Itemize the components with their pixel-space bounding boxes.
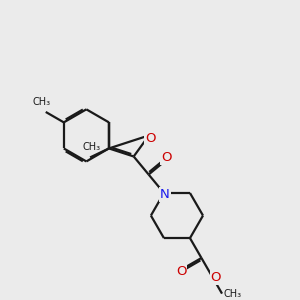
Text: O: O [176, 265, 186, 278]
Text: O: O [211, 271, 221, 284]
Text: CH₃: CH₃ [224, 289, 242, 298]
Text: N: N [160, 188, 170, 201]
Text: N: N [160, 188, 170, 201]
Text: O: O [145, 132, 155, 145]
Text: CH₃: CH₃ [32, 97, 50, 107]
Text: CH₃: CH₃ [82, 142, 100, 152]
Text: O: O [161, 152, 172, 164]
